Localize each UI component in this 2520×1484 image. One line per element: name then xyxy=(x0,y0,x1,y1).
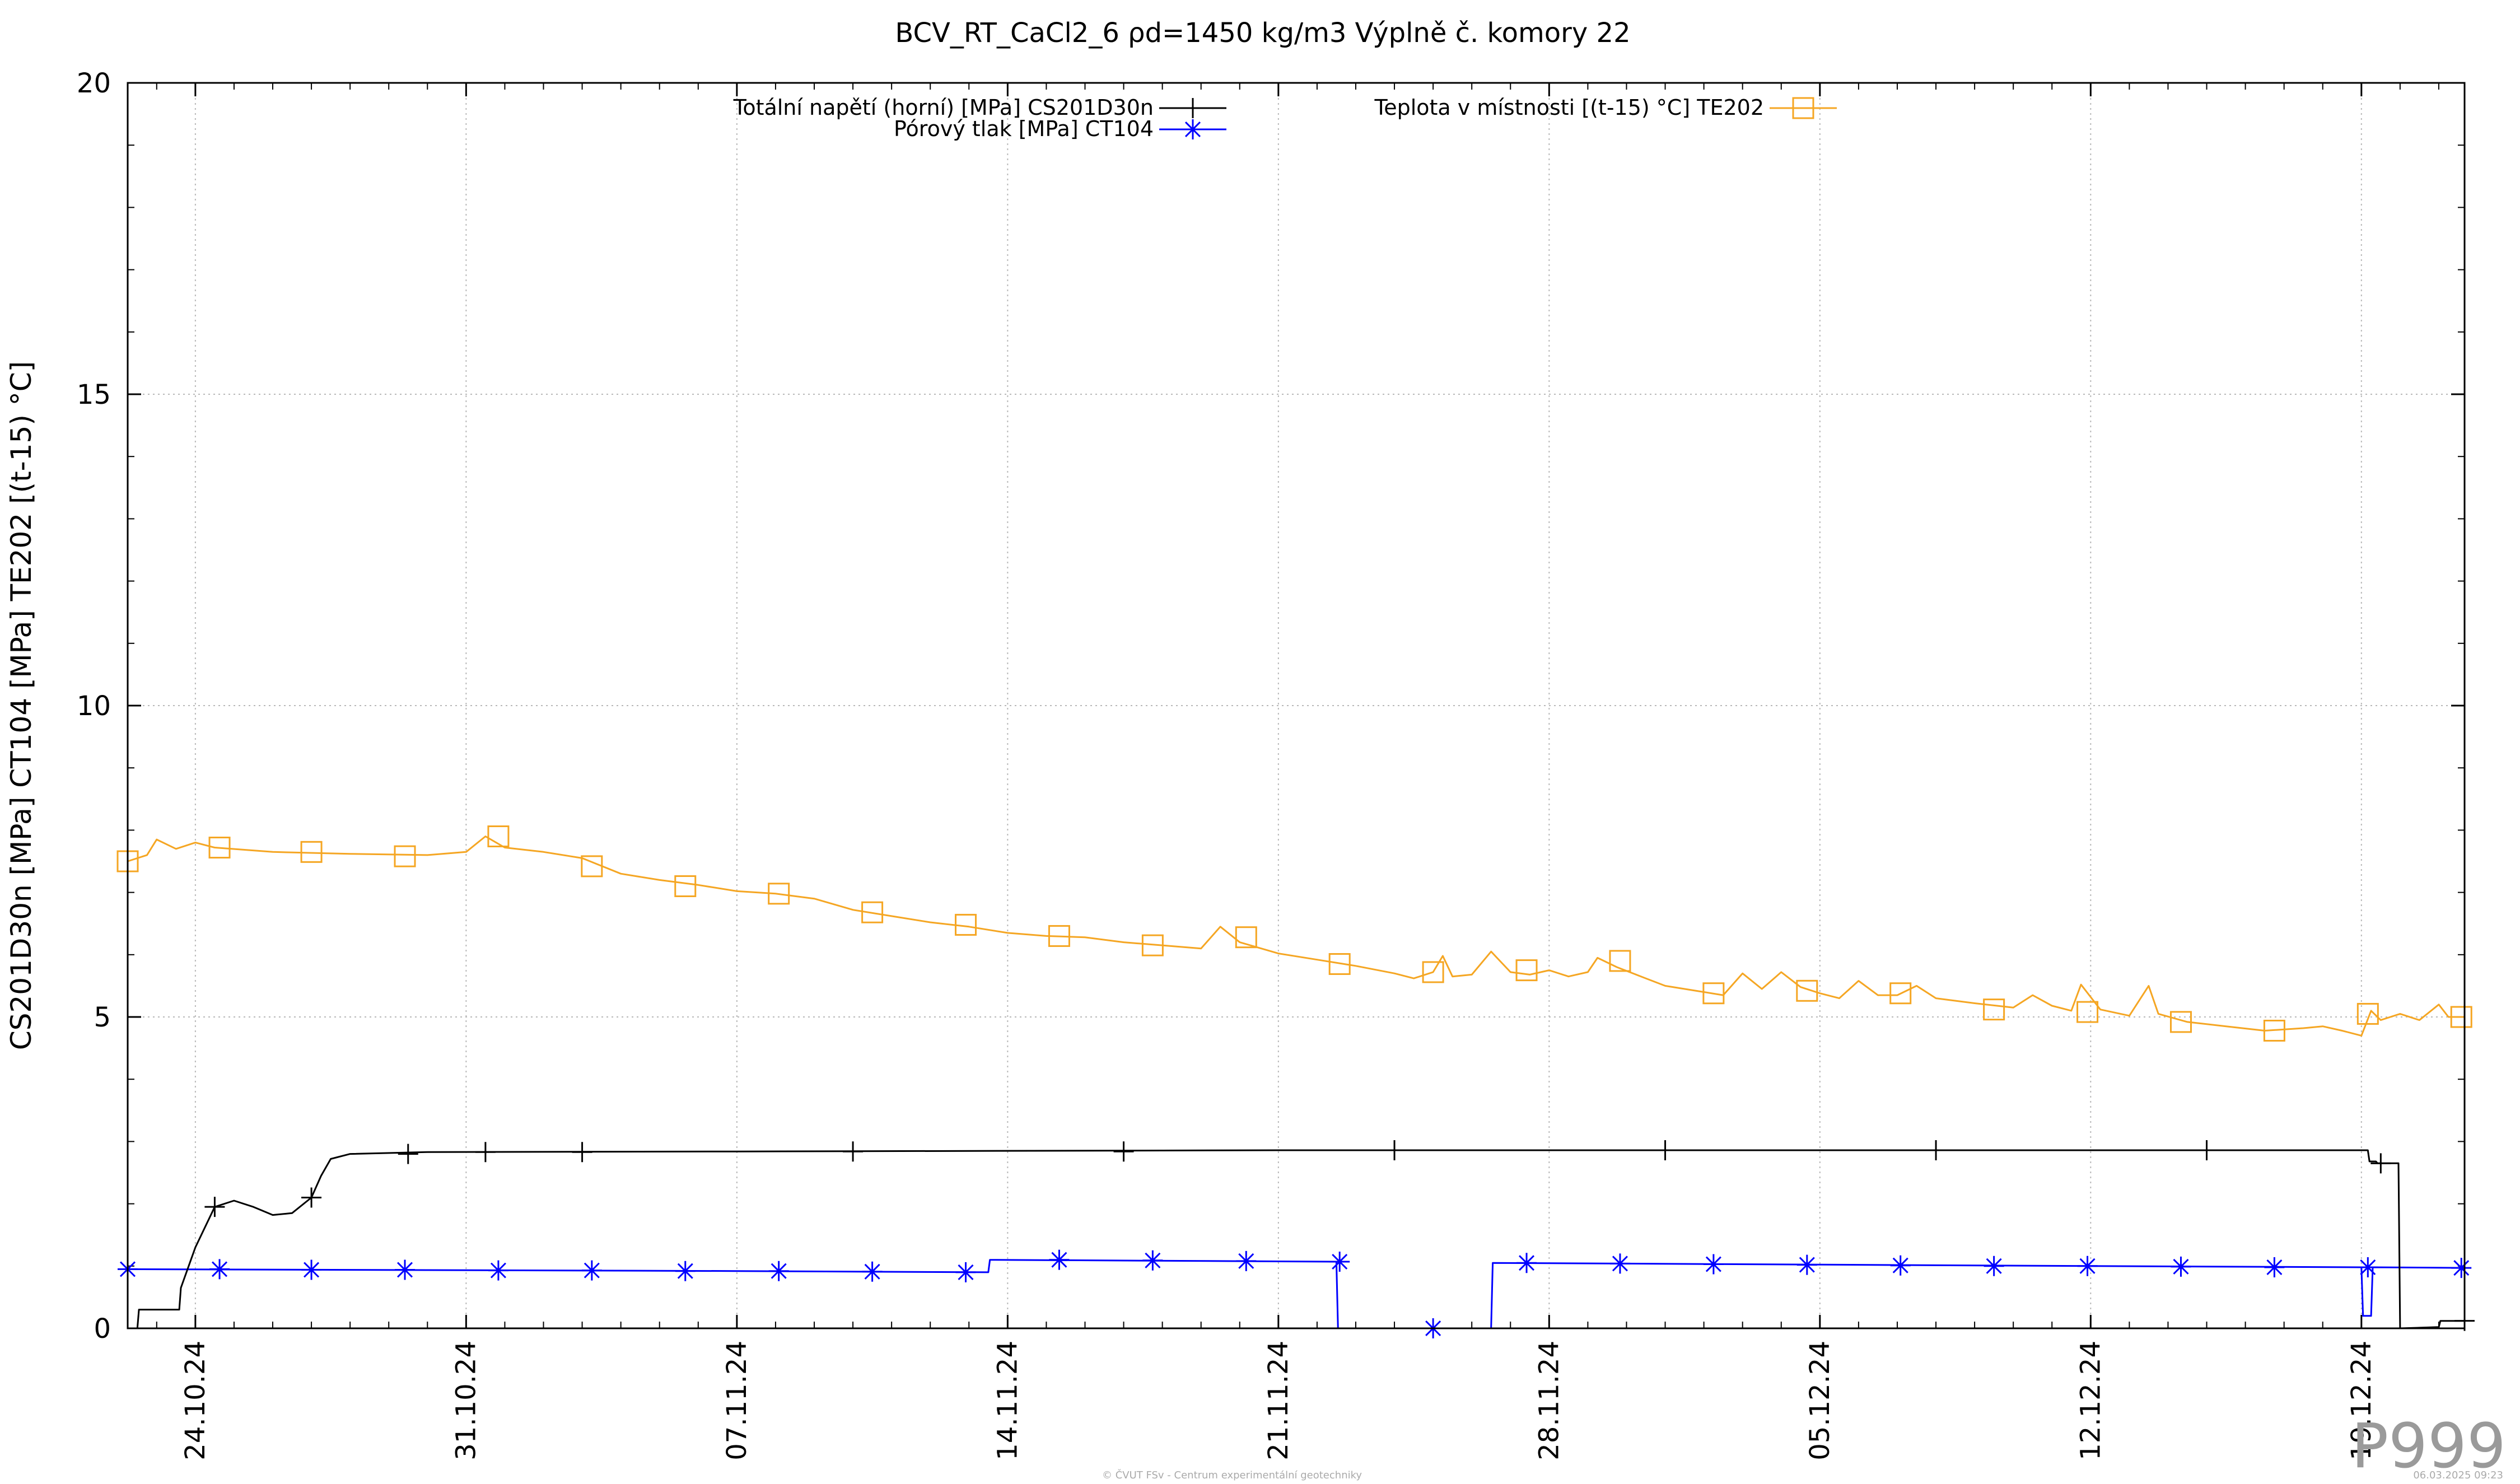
data-point xyxy=(1703,1254,1724,1275)
data-point xyxy=(475,1142,496,1163)
data-point xyxy=(1384,1140,1405,1160)
data-point xyxy=(1890,1255,1911,1276)
series-1 xyxy=(118,1249,2472,1338)
data-point xyxy=(572,1142,592,1163)
data-point xyxy=(1796,979,1818,1002)
x-tick-label: 31.10.24 xyxy=(450,1341,482,1460)
data-point xyxy=(843,1141,864,1162)
x-tick-label: 12.12.24 xyxy=(2075,1341,2106,1460)
data-point xyxy=(395,1259,416,1280)
series-line xyxy=(127,1259,2465,1329)
x-tick-label: 05.12.24 xyxy=(1804,1341,1836,1460)
data-point xyxy=(1235,926,1257,949)
data-point xyxy=(2263,1019,2285,1042)
data-point xyxy=(1048,925,1070,947)
y-tick-label: 5 xyxy=(94,1002,111,1033)
x-tick-label: 28.11.24 xyxy=(1533,1341,1565,1460)
data-point xyxy=(768,1261,789,1281)
data-point xyxy=(394,845,416,867)
data-point xyxy=(1702,982,1725,1005)
x-tick-label: 21.11.24 xyxy=(1263,1341,1294,1460)
data-point xyxy=(1113,1141,1134,1162)
data-point xyxy=(301,1259,322,1280)
data-point xyxy=(1796,1254,1817,1275)
footer-credit: © ČVUT FSv - Centrum experimentální geot… xyxy=(1102,1469,1362,1481)
data-point xyxy=(581,855,603,878)
x-tick-label: 14.11.24 xyxy=(992,1341,1023,1460)
data-point xyxy=(1889,982,1912,1005)
data-point xyxy=(2370,1153,2391,1174)
data-point xyxy=(1141,934,1164,956)
data-point xyxy=(1983,998,2005,1021)
data-point xyxy=(768,883,790,905)
series-layer xyxy=(116,825,2475,1338)
x-tick-label: 07.11.24 xyxy=(721,1341,753,1460)
data-point xyxy=(1515,959,1538,982)
legend-marker xyxy=(1183,119,1203,139)
data-point xyxy=(398,1144,418,1164)
series-2 xyxy=(116,825,2472,1042)
data-point xyxy=(301,1187,322,1208)
data-point xyxy=(1926,1140,1947,1160)
y-tick-label: 15 xyxy=(77,379,111,410)
footer-timestamp: 06.03.2025 09:23 xyxy=(2413,1469,2503,1481)
data-point xyxy=(862,1261,883,1282)
data-point xyxy=(2451,1258,2472,1278)
data-point xyxy=(300,841,323,863)
series-0 xyxy=(128,1140,2475,1331)
series-line xyxy=(127,836,2465,1037)
grid xyxy=(128,83,2465,1328)
plot-frame xyxy=(127,82,2466,1329)
data-point xyxy=(1142,1250,1163,1271)
data-point xyxy=(1328,953,1351,975)
data-point xyxy=(2169,1011,2192,1033)
y-tick-label: 0 xyxy=(94,1313,111,1345)
data-point xyxy=(1984,1256,2004,1276)
data-point xyxy=(204,1197,225,1217)
data-point xyxy=(487,825,510,848)
data-point xyxy=(1329,1252,1350,1272)
legend-marker xyxy=(1183,98,1203,118)
data-point xyxy=(1655,1140,1676,1160)
data-point xyxy=(955,1262,976,1282)
data-point xyxy=(2077,1256,2098,1276)
data-point xyxy=(2196,1140,2217,1160)
ticks: 0 5 10 15 20 24.10.24 31.10.24 07.11.24 14.11.24… xyxy=(77,68,2465,1460)
data-point xyxy=(2264,1257,2285,1278)
y-tick-label: 20 xyxy=(77,68,111,99)
data-point xyxy=(1422,961,1444,983)
legend-label: Teplota v místnosti [(t-15) °C] TE202 xyxy=(1374,95,1764,120)
watermark: P999 xyxy=(2351,1410,2506,1482)
data-point xyxy=(488,1260,508,1281)
legend-label: Pórový tlak [MPa] CT104 xyxy=(894,116,1154,141)
legend: Totální napětí (horní) [MPa] CS201D30nPó… xyxy=(733,95,1837,141)
data-point xyxy=(208,837,231,859)
x-tick-label: 19.12.24 xyxy=(2346,1341,2377,1460)
legend-marker xyxy=(1792,97,1814,119)
data-point xyxy=(861,901,884,923)
data-point xyxy=(2356,1002,2379,1025)
data-point xyxy=(1609,1253,1630,1274)
data-point xyxy=(955,913,977,936)
data-point xyxy=(1236,1250,1257,1271)
chart-title: BCV_RT_CaCl2_6 ρd=1450 kg/m3 Výplně č. k… xyxy=(895,17,1630,49)
legend-label: Totální napětí (horní) [MPa] CS201D30n xyxy=(733,95,1154,120)
x-tick-label: 24.10.24 xyxy=(180,1341,211,1460)
y-tick-label: 10 xyxy=(77,690,111,722)
data-point xyxy=(2358,1257,2378,1278)
data-point xyxy=(675,1261,696,1281)
data-point xyxy=(2076,1001,2099,1023)
data-point xyxy=(2171,1256,2191,1277)
data-point xyxy=(209,1259,230,1280)
data-point xyxy=(674,875,697,897)
data-point xyxy=(2450,1006,2472,1028)
y-axis-label: CS201D30n [MPa] CT104 [MPa] TE202 [(t-15… xyxy=(5,361,38,1050)
data-point xyxy=(581,1260,602,1281)
data-point xyxy=(1049,1249,1070,1270)
data-point xyxy=(1609,950,1631,972)
data-point xyxy=(1516,1253,1537,1273)
